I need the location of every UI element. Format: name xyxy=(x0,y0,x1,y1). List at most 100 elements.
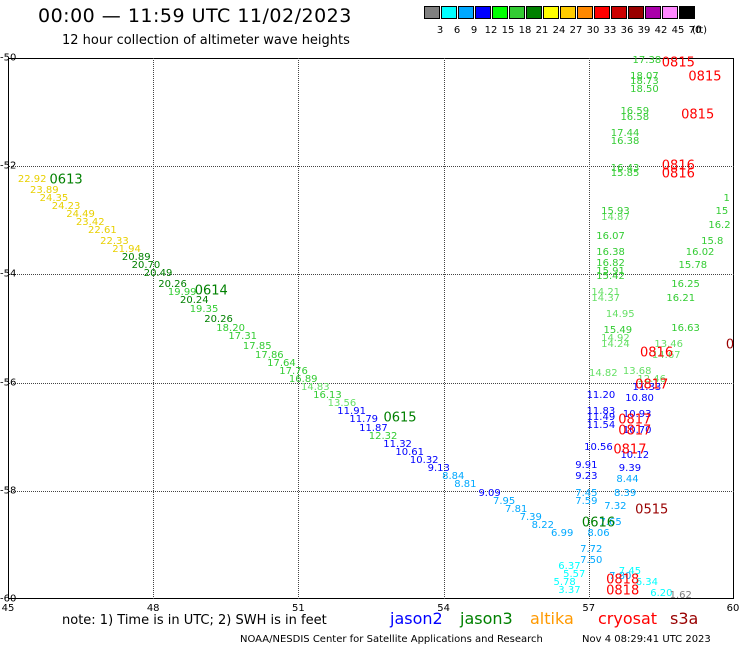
wave-height-value: 22.92 xyxy=(17,173,47,185)
wave-height-value: 16.2 xyxy=(708,219,731,231)
wave-height-value: 12.46 xyxy=(637,373,667,385)
wave-height-value: 11.83 xyxy=(586,406,616,418)
color-scale-label: 6 xyxy=(453,25,461,36)
color-swatch xyxy=(543,6,559,19)
wave-height-value: 16.58 xyxy=(620,111,650,123)
color-scale-label: 33 xyxy=(603,25,617,36)
wave-height-value: 15.8 xyxy=(701,235,724,247)
wave-height-value: 11.91 xyxy=(337,406,366,418)
wave-height-value: 12.32 xyxy=(368,430,398,442)
wave-height-value: 17.85 xyxy=(242,341,272,353)
wave-height-value: 11.49 xyxy=(586,411,616,423)
parallel-line xyxy=(8,166,734,168)
wave-height-value: 16.38 xyxy=(596,246,625,258)
wave-height-value: 14.67 xyxy=(651,349,681,361)
wave-height-value: 7.45 xyxy=(575,487,598,499)
color-swatch xyxy=(628,6,644,19)
wave-height-value: 10.12 xyxy=(620,449,650,461)
wave-height-value: 14.83 xyxy=(301,382,330,393)
wave-height-value: 16.25 xyxy=(671,279,700,291)
wave-height-value: 17.64 xyxy=(267,357,296,369)
color-swatch xyxy=(492,6,508,19)
wave-height-value: 8.22 xyxy=(531,519,554,531)
wave-height-value: 14.24 xyxy=(601,338,630,350)
wave-height-value: 23.42 xyxy=(75,217,105,228)
meridian-line xyxy=(153,58,155,599)
wave-height-value: 16.21 xyxy=(666,292,696,304)
pass-time-label: 0815 xyxy=(688,69,722,85)
color-swatch xyxy=(679,6,695,19)
wave-height-value: 14.21 xyxy=(591,287,621,299)
wave-height-value: 13.46 xyxy=(654,338,683,350)
color-swatch xyxy=(441,6,457,19)
color-scale-label: 27 xyxy=(569,25,583,36)
satellite-legend-jason3: jason3 xyxy=(460,609,513,628)
wave-height-value: 14.92 xyxy=(601,333,630,345)
pass-time-label: 0 xyxy=(725,337,735,353)
x-tick-label: 57 xyxy=(582,603,596,614)
color-scale-unit: (ft) xyxy=(692,25,708,36)
x-tick-label: 45 xyxy=(1,603,15,614)
wave-height-value: 15.49 xyxy=(603,325,633,337)
wave-height-value: 17.76 xyxy=(279,365,308,377)
wave-height-value: 8.44 xyxy=(616,473,639,485)
wave-height-value: 24.23 xyxy=(51,200,81,212)
wave-height-value: 10.56 xyxy=(584,441,613,453)
wave-height-value: 7.39 xyxy=(519,511,542,523)
color-scale-label: 30 xyxy=(586,25,600,36)
wave-height-value: 24.49 xyxy=(66,208,95,220)
wave-height-value: 16.63 xyxy=(671,322,700,334)
wave-height-value: 20.26 xyxy=(158,279,187,291)
x-tick-label: 51 xyxy=(292,603,305,614)
color-scale-label: 24 xyxy=(552,25,566,36)
wave-height-value: 5.78 xyxy=(553,576,576,588)
wave-height-value: 16.43 xyxy=(610,162,640,174)
wave-height-value: 7.72 xyxy=(580,544,603,556)
wave-height-value: 20.49 xyxy=(143,268,173,280)
wave-height-value: 15 xyxy=(715,206,729,218)
pass-time-label: 0816 xyxy=(640,345,674,361)
wave-height-value: 6.37 xyxy=(558,560,581,572)
wave-height-value: 13.56 xyxy=(327,398,357,410)
wave-height-value: 11.87 xyxy=(359,422,388,434)
y-tick-label: -54 xyxy=(0,268,17,280)
wave-height-value: 5.57 xyxy=(563,568,586,580)
wave-height-value: 9.91 xyxy=(575,460,598,472)
wave-height-value: 17.86 xyxy=(255,349,284,361)
wave-height-value: 18.73 xyxy=(630,76,659,88)
wave-height-value: 21.94 xyxy=(112,244,141,256)
wave-height-value: 19.99 xyxy=(167,287,197,299)
wave-height-value: 1 xyxy=(723,192,730,204)
wave-height-value: 9.09 xyxy=(478,487,501,499)
wave-height-value: 11.33 xyxy=(632,382,662,393)
wave-height-value: 10.93 xyxy=(622,409,652,421)
wave-height-value: 17.38 xyxy=(632,54,662,66)
wave-height-value: 18.20 xyxy=(216,322,245,334)
wave-height-value: 15.91 xyxy=(596,265,625,277)
color-scale-label: 36 xyxy=(620,25,634,36)
wave-height-value: 9.13 xyxy=(427,463,450,475)
x-tick-label: 60 xyxy=(726,603,740,614)
pass-time-label: 0817 xyxy=(618,423,652,439)
wave-height-value: 9.23 xyxy=(575,471,598,483)
pass-time-label: 0613 xyxy=(49,172,83,188)
chart-subtitle: 12 hour collection of altimeter wave hei… xyxy=(62,33,350,48)
y-tick-label: -58 xyxy=(0,485,17,497)
wave-height-value: 7.81 xyxy=(505,503,528,515)
wave-height-value: 23.89 xyxy=(29,184,59,196)
pass-time-label: 0616 xyxy=(581,515,616,531)
wave-height-value: 24.35 xyxy=(39,192,69,204)
pass-time-label: 0817 xyxy=(618,412,652,428)
wave-height-value: 16.59 xyxy=(620,106,650,118)
wave-height-value: 15.93 xyxy=(601,206,630,218)
meridian-line xyxy=(443,58,445,599)
wave-height-value: 8.84 xyxy=(442,471,465,483)
meridian-line xyxy=(588,58,590,599)
color-swatch xyxy=(662,6,678,19)
color-swatch xyxy=(560,6,576,19)
wave-height-value: 16.02 xyxy=(685,246,715,258)
wave-height-value: 20.70 xyxy=(131,260,161,272)
wave-height-value: 1.62 xyxy=(669,590,692,602)
color-scale-label: 70 xyxy=(688,25,702,36)
color-scale-label: 18 xyxy=(518,25,532,36)
